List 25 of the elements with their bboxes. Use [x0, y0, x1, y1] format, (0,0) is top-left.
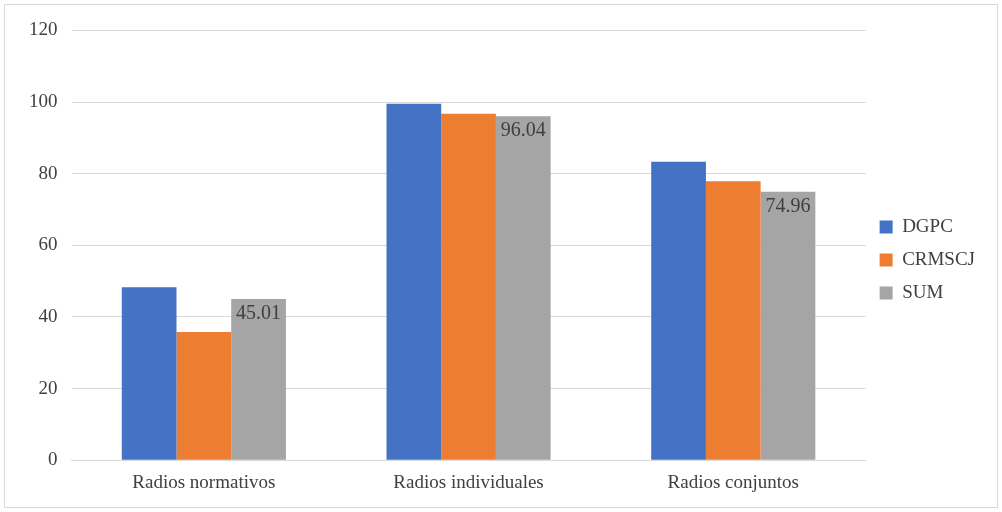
bar: [176, 331, 232, 460]
y-tick-label: 80: [38, 161, 58, 183]
data-label: 96.04: [500, 118, 546, 141]
data-label: 74.96: [765, 193, 811, 216]
bar: [386, 103, 442, 460]
bar: [495, 116, 551, 460]
x-tick-label: Radios individuales: [393, 470, 544, 492]
bar: [651, 161, 706, 460]
y-tick-label: 40: [38, 304, 58, 326]
data-label: 45.01: [236, 301, 282, 324]
bar: [231, 298, 286, 460]
bar: [760, 191, 816, 460]
bar: [705, 181, 761, 460]
bar: [121, 287, 177, 460]
y-tick-label: 20: [38, 376, 58, 398]
legend-label: CRMSCJ: [902, 247, 975, 269]
legend-label: DGPC: [902, 214, 953, 236]
x-tick-label: Radios normativos: [132, 470, 276, 492]
y-tick-label: 100: [29, 90, 58, 112]
x-tick-label: Radios conjuntos: [667, 470, 799, 492]
y-tick-label: 0: [48, 448, 58, 470]
bar: [441, 113, 496, 460]
y-tick-label: 120: [29, 18, 58, 40]
y-tick-label: 60: [38, 233, 58, 255]
legend-label: SUM: [902, 280, 944, 302]
